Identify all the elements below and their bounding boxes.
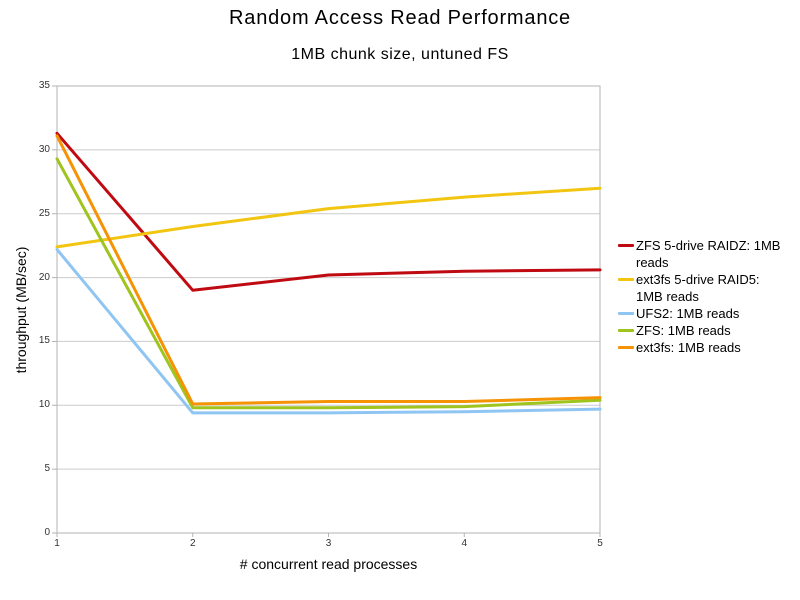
- x-tick-label: 3: [325, 538, 332, 549]
- legend-item: ZFS: 1MB reads: [618, 322, 784, 339]
- y-tick-label: 10: [38, 399, 50, 411]
- series-line-2: [55, 248, 602, 415]
- legend-label: ZFS 5-drive RAIDZ: 1MB reads: [636, 238, 781, 270]
- legend-swatch: [618, 244, 634, 247]
- legend-label: UFS2: 1MB reads: [636, 306, 740, 321]
- y-tick-label: 35: [38, 80, 50, 91]
- legend-label: ext3fs 5-drive RAID5: 1MB reads: [636, 272, 760, 304]
- y-axis-title: throughput (MB/sec): [13, 246, 29, 374]
- legend-swatch: [618, 346, 634, 349]
- chart-subtitle: 1MB chunk size, untuned FS: [291, 46, 509, 63]
- legend-swatch: [618, 278, 634, 281]
- series-line-1: [55, 186, 602, 249]
- legend-label: ZFS: 1MB reads: [636, 323, 731, 338]
- y-tick-label: 5: [44, 463, 50, 475]
- x-tick-label: 1: [54, 538, 60, 549]
- x-tick-label: 4: [461, 538, 468, 549]
- x-tick-label: 5: [597, 538, 603, 549]
- chart-title: Random Access Read Performance: [229, 7, 571, 29]
- x-tick-label: 2: [189, 538, 196, 549]
- legend: ZFS 5-drive RAIDZ: 1MB reads ext3fs 5-dri…: [618, 237, 784, 356]
- x-axis-title: # concurrent read processes: [239, 556, 418, 572]
- y-tick-label: 15: [38, 335, 50, 347]
- y-tick-label: 20: [38, 271, 50, 283]
- legend-item: ZFS 5-drive RAIDZ: 1MB reads: [618, 237, 784, 271]
- legend-label: ext3fs: 1MB reads: [636, 340, 741, 355]
- series-line-0: [55, 131, 602, 292]
- legend-swatch: [618, 329, 634, 332]
- legend-swatch: [618, 312, 634, 315]
- legend-item: ext3fs: 1MB reads: [618, 339, 784, 356]
- y-tick-label: 30: [38, 143, 50, 155]
- series-line-3: [55, 157, 602, 410]
- y-tick-label: 25: [38, 207, 50, 219]
- series-line-4: [55, 134, 602, 406]
- legend-item: UFS2: 1MB reads: [618, 305, 784, 322]
- legend-item: ext3fs 5-drive RAID5: 1MB reads: [618, 271, 784, 305]
- y-tick-label: 0: [44, 527, 50, 538]
